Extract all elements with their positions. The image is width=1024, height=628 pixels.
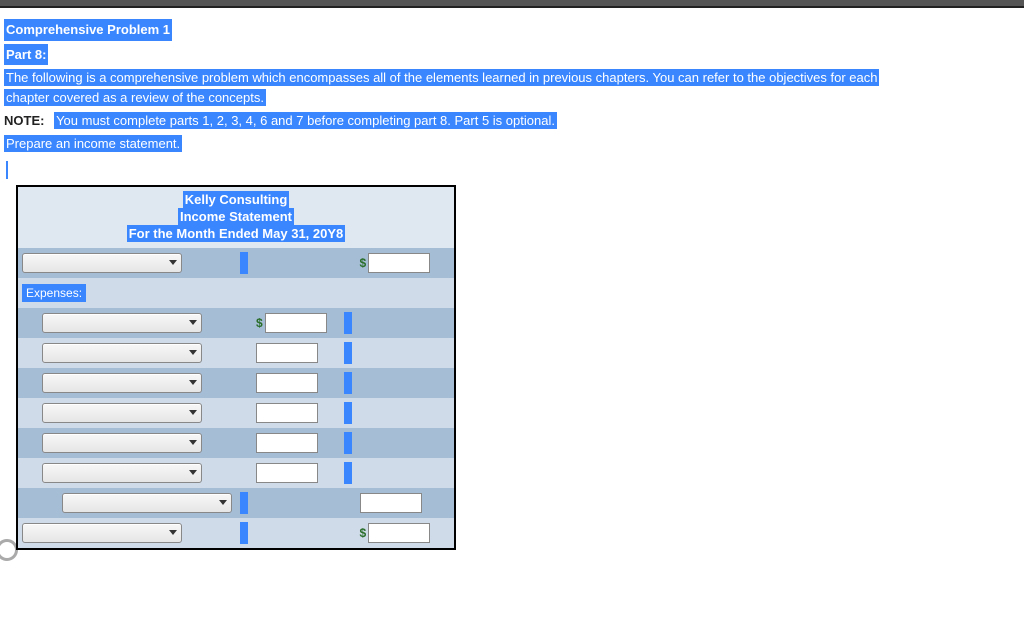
chevron-down-icon <box>169 530 177 535</box>
table-row <box>18 428 454 458</box>
account-select[interactable] <box>22 523 182 543</box>
chevron-down-icon <box>219 500 227 505</box>
table-row: Expenses: <box>18 278 454 308</box>
part-label: Part 8: <box>4 44 1020 66</box>
note-text: You must complete parts 1, 2, 3, 4, 6 an… <box>54 112 557 129</box>
account-select[interactable] <box>42 463 202 483</box>
account-select[interactable] <box>22 253 182 273</box>
dollar-sign: $ <box>256 316 263 330</box>
dollar-sign: $ <box>360 256 367 270</box>
note-line: NOTE: You must complete parts 1, 2, 3, 4… <box>4 113 1020 128</box>
company-name: Kelly Consulting <box>183 191 290 208</box>
chevron-down-icon <box>169 260 177 265</box>
table-row: $ <box>18 308 454 338</box>
account-select[interactable] <box>42 373 202 393</box>
account-select[interactable] <box>42 313 202 333</box>
amount-input[interactable] <box>256 403 318 423</box>
highlight-marker <box>344 342 352 364</box>
intro-line-1: The following is a comprehensive problem… <box>4 69 879 86</box>
intro-line-2: chapter covered as a review of the conce… <box>4 89 266 106</box>
account-select[interactable] <box>62 493 232 513</box>
table-row <box>18 398 454 428</box>
top-bar <box>0 0 1024 8</box>
highlight-marker <box>344 432 352 454</box>
amount-input[interactable] <box>368 253 430 273</box>
highlight-marker <box>240 492 248 514</box>
instruction-line: Prepare an income statement. <box>4 134 1020 154</box>
statement-body: $ Expenses: $ $ <box>18 248 454 548</box>
amount-input[interactable] <box>256 463 318 483</box>
expenses-label: Expenses: <box>22 284 86 302</box>
highlight-marker <box>240 522 248 544</box>
table-row: $ <box>18 248 454 278</box>
statement-header: Kelly Consulting Income Statement For th… <box>18 187 454 248</box>
page-content: Comprehensive Problem 1 Part 8: The foll… <box>0 8 1024 550</box>
title-text: Comprehensive Problem 1 <box>4 19 172 41</box>
highlight-marker <box>240 252 248 274</box>
account-select[interactable] <box>42 403 202 423</box>
problem-title: Comprehensive Problem 1 <box>4 19 1020 41</box>
note-label: NOTE: <box>4 113 44 128</box>
statement-title: Income Statement <box>178 208 294 225</box>
amount-input[interactable] <box>256 343 318 363</box>
table-row: $ <box>18 518 454 548</box>
chevron-down-icon <box>189 440 197 445</box>
chevron-down-icon <box>189 350 197 355</box>
amount-input[interactable] <box>360 493 422 513</box>
chevron-down-icon <box>189 470 197 475</box>
part-text: Part 8: <box>4 44 48 66</box>
table-row <box>18 338 454 368</box>
amount-input[interactable] <box>256 373 318 393</box>
chevron-down-icon <box>189 410 197 415</box>
highlight-marker <box>344 462 352 484</box>
table-row <box>18 458 454 488</box>
highlight-marker <box>344 372 352 394</box>
amount-input[interactable] <box>265 313 327 333</box>
amount-input[interactable] <box>256 433 318 453</box>
table-row <box>18 368 454 398</box>
account-select[interactable] <box>42 343 202 363</box>
statement-period: For the Month Ended May 31, 20Y8 <box>127 225 346 242</box>
highlight-marker <box>344 312 352 334</box>
text-cursor <box>6 161 8 179</box>
intro-paragraph: The following is a comprehensive problem… <box>4 68 1020 107</box>
dollar-sign: $ <box>360 526 367 540</box>
highlight-marker <box>344 402 352 424</box>
instruction-text: Prepare an income statement. <box>4 135 182 152</box>
table-row <box>18 488 454 518</box>
chevron-down-icon <box>189 320 197 325</box>
account-select[interactable] <box>42 433 202 453</box>
amount-input[interactable] <box>368 523 430 543</box>
income-statement-table: Kelly Consulting Income Statement For th… <box>16 185 456 550</box>
chevron-down-icon <box>189 380 197 385</box>
